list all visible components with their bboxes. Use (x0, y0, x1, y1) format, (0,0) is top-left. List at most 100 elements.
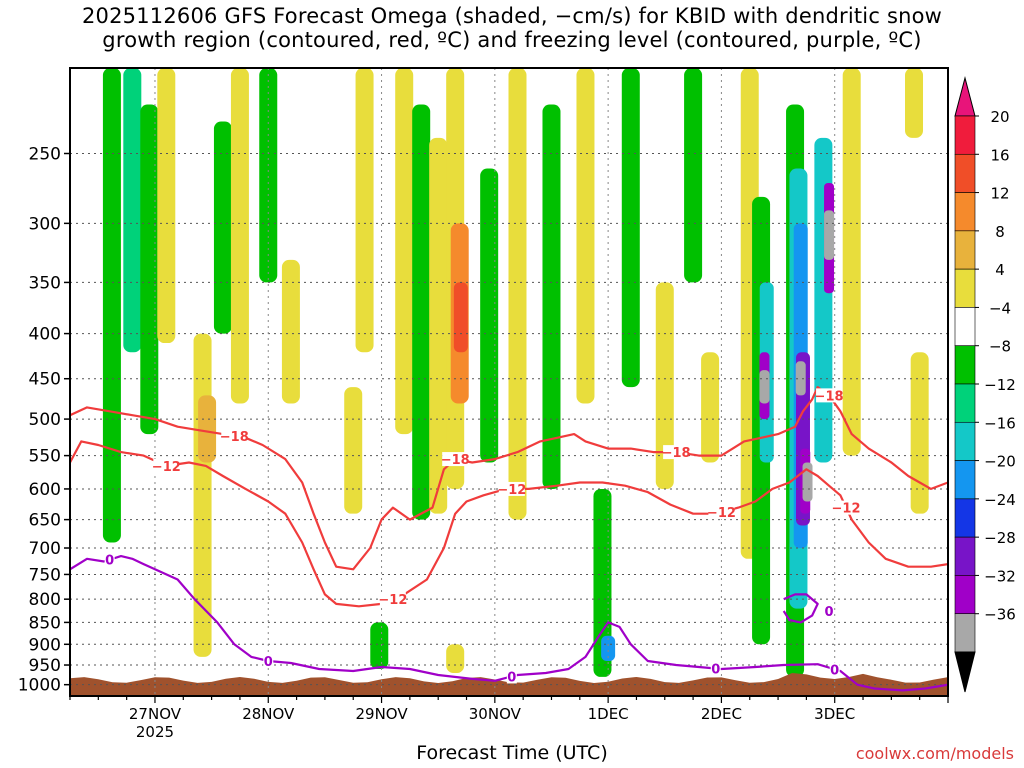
x-tick-sublabel-27NOV: 2025 (136, 723, 174, 741)
omega-feature-8 (259, 68, 278, 283)
y-tick-label-850: 850 (29, 613, 61, 633)
y-tick-label-700: 700 (29, 539, 61, 559)
colorbar-label-8: −16 (984, 414, 1016, 432)
x-tick-label-1DEC: 1DEC (588, 705, 629, 723)
contour-label-bg--18-2 (663, 445, 690, 460)
contour-label-bg-0-0 (104, 552, 115, 567)
y-tick-label-1000: 1000 (18, 676, 61, 696)
y-tick-label-550: 550 (29, 447, 61, 467)
plot-frame (69, 67, 949, 697)
colorbar-label-12: −32 (984, 567, 1016, 585)
y-tick-label-300: 300 (29, 214, 61, 234)
omega-feature-23 (576, 68, 595, 404)
y-tick-label-400: 400 (29, 325, 61, 345)
contour--12 (70, 440, 948, 608)
contour-label-bg-0-1 (263, 653, 274, 668)
colorbar-bin-2 (954, 192, 976, 232)
omega-feature-10 (344, 387, 363, 514)
omega-feature-27 (655, 282, 674, 489)
y-tick-label-600: 600 (29, 480, 61, 500)
omega-feature-46 (905, 68, 924, 138)
x-axis-label: Forecast Time (UTC) (416, 742, 608, 764)
colorbar-label-2: 12 (990, 185, 1009, 203)
y-tick-label-900: 900 (29, 635, 61, 655)
colorbar-label-4: 4 (995, 261, 1005, 279)
omega-feature-18 (453, 282, 468, 353)
omega-feature-12 (370, 622, 389, 670)
colorbar-label-13: −36 (984, 606, 1016, 624)
colorbar: 20 16 12 8 4 −4 −8 −12 −16 −20 −24 −28 −32 −36 (954, 76, 1016, 693)
omega-feature-14 (412, 104, 431, 520)
contour-label-bg--18-3 (816, 388, 843, 403)
colorbar-label-10: −24 (984, 491, 1016, 509)
colorbar-label-11: −28 (984, 529, 1016, 547)
colorbar-label-5: −4 (989, 299, 1011, 317)
colorbar-label-7: −12 (984, 376, 1016, 394)
x-tick-label-27NOV: 27NOV (129, 705, 182, 723)
colorbar-label-9: −20 (984, 453, 1016, 471)
x-tick-label-28NOV: 28NOV (242, 705, 295, 723)
contour-0-upper (782, 593, 819, 624)
contour-label-bg-0-2 (506, 669, 517, 684)
x-tick-label-29NOV: 29NOV (355, 705, 408, 723)
colorbar-bin-6 (954, 345, 976, 385)
omega-feature-19 (446, 644, 465, 674)
contour-label-0-2: 0 (507, 670, 516, 685)
omega-feature-15 (429, 137, 448, 514)
colorbar-bin-5 (954, 307, 976, 347)
y-axis: 2503003504004505005506006507007508008509… (18, 144, 70, 696)
contour-label--12-1: −12 (378, 593, 407, 608)
colorbar-label-6: −8 (989, 338, 1011, 356)
contour-label-0-4: 0 (830, 663, 839, 678)
y-tick-label-350: 350 (29, 273, 61, 293)
omega-feature-45 (842, 68, 861, 456)
contour-label-bg--12-3 (708, 505, 735, 520)
contour-label-bg--18-0 (221, 428, 248, 443)
x-tick-label-30NOV: 30NOV (469, 705, 522, 723)
colorbar-bin-1 (954, 153, 976, 193)
contour-label-bg--18-1 (442, 452, 469, 467)
y-tick-label-250: 250 (29, 144, 61, 164)
colorbar-bin-0 (954, 115, 976, 155)
contour-label-bg--12-2 (498, 481, 525, 496)
omega-feature-5 (198, 395, 217, 463)
contour-label--12-2: −12 (497, 483, 526, 498)
y-tick-label-500: 500 (29, 410, 61, 430)
colorbar-bin-3 (954, 230, 976, 270)
omega-feature-40 (802, 462, 813, 502)
colorbar-label-1: 16 (990, 146, 1009, 164)
omega-feature-1 (123, 68, 142, 353)
colorbar-bin-12 (954, 575, 976, 615)
omega-feature-22 (542, 104, 561, 489)
omega-feature-20 (480, 168, 499, 463)
contour-label--12-3: −12 (707, 506, 736, 521)
contour-label-0-1: 0 (264, 655, 273, 670)
colorbar-bin-4 (954, 268, 976, 308)
contour-label-bg-0-upper-0 (824, 603, 835, 618)
chart-title-line2: growth region (contoured, red, ºC) and f… (102, 28, 922, 52)
colorbar-label-0: 20 (990, 108, 1009, 126)
x-tick-label-2DEC: 2DEC (701, 705, 742, 723)
y-tick-label-450: 450 (29, 370, 61, 390)
omega-feature-25 (601, 635, 616, 661)
omega-feature-47 (910, 352, 929, 514)
contour-label-0-0: 0 (105, 554, 114, 569)
y-tick-label-950: 950 (29, 656, 61, 676)
omega-feature-21 (508, 68, 527, 520)
omega-feature-29 (701, 352, 720, 463)
omega-shading-layer (102, 68, 929, 677)
colorbar-bin-10 (954, 498, 976, 538)
contour-label-layer: −18 −18 −18 −18 −12 −12 −12 −12 −12 0 0 0 0 0 0 (104, 388, 861, 685)
colorbar-bottom-arrow (954, 651, 976, 693)
contour-label-bg--12-1 (379, 592, 406, 607)
omega-feature-41 (795, 361, 806, 396)
omega-feature-26 (621, 68, 640, 388)
contour-label-bg--12-0 (153, 458, 180, 473)
omega-feature-13 (395, 68, 414, 435)
chart-title: 2025112606 GFS Forecast Omega (shaded, −… (0, 4, 1024, 52)
y-tick-label-650: 650 (29, 511, 61, 531)
omega-feature-7 (230, 68, 249, 404)
credit-text: coolwx.com/models (855, 744, 1014, 763)
